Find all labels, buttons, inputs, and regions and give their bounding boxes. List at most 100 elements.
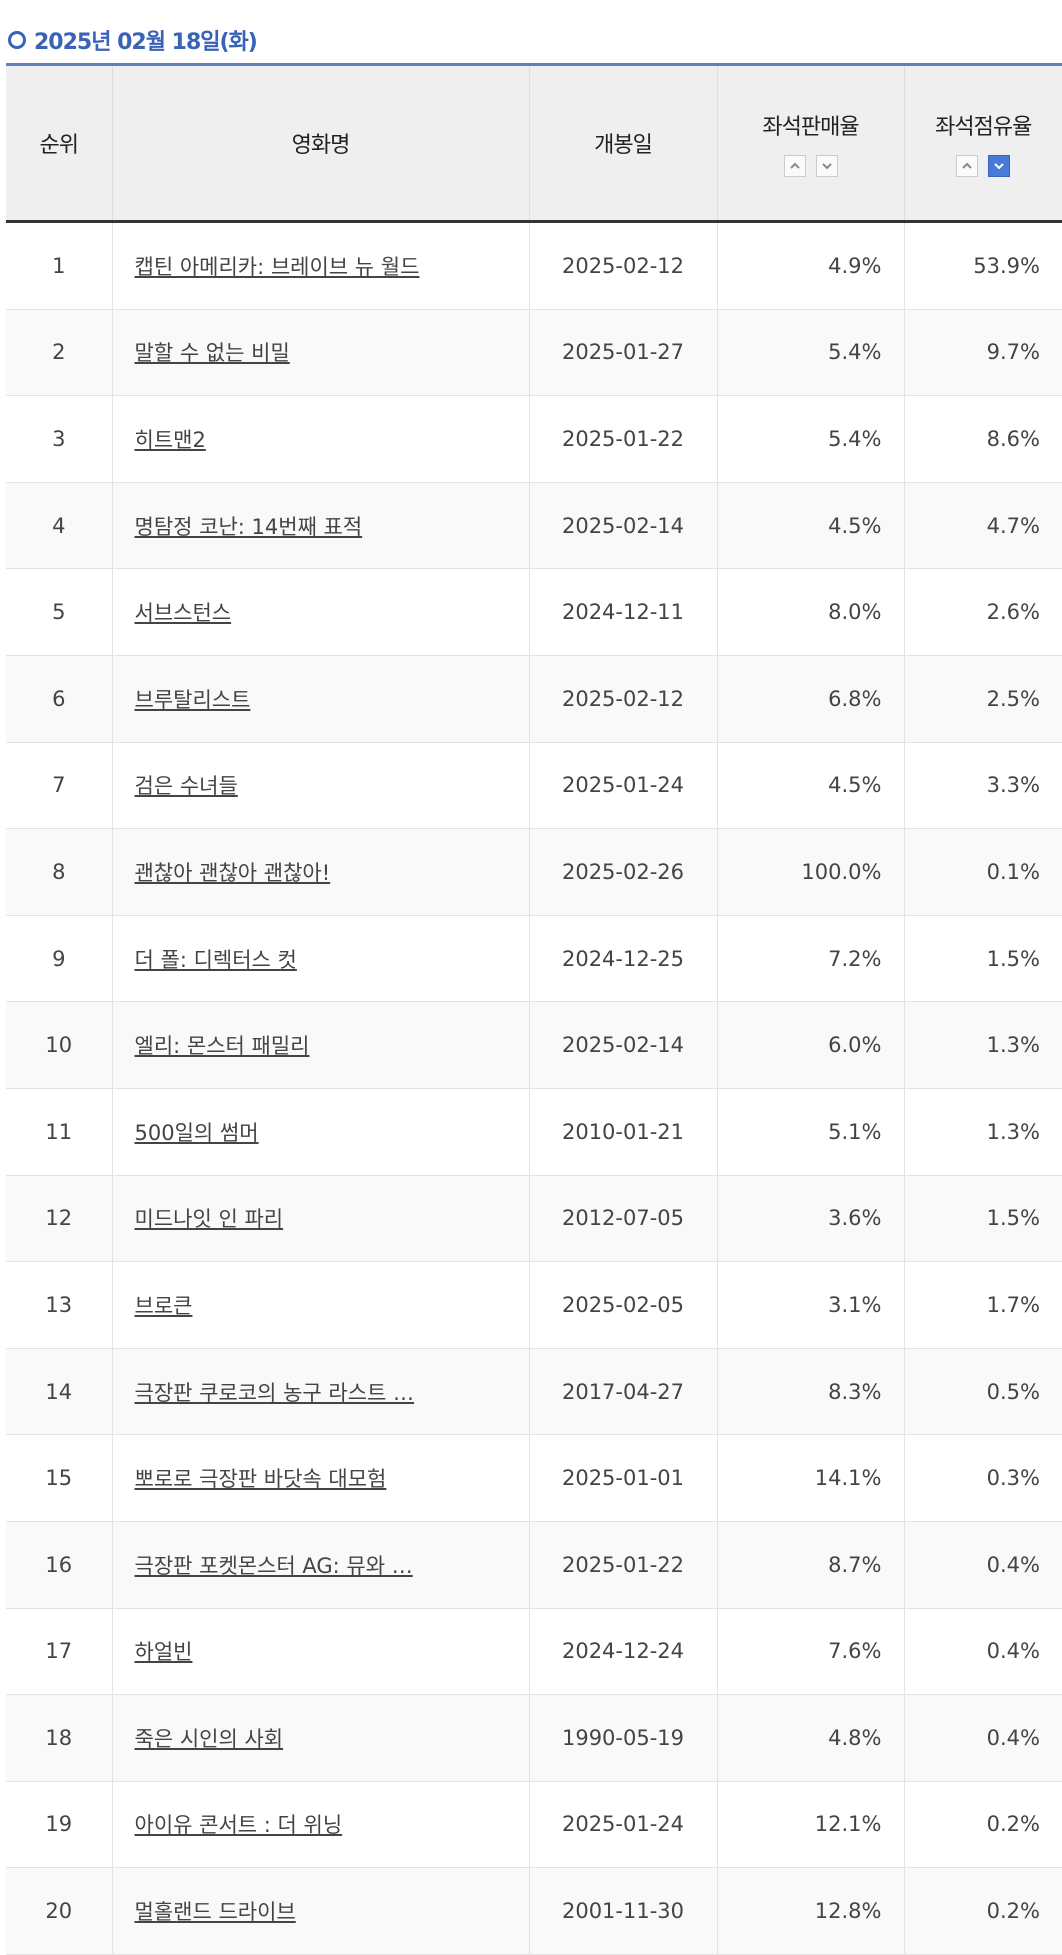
column-header: 영화명 <box>111 66 529 223</box>
movie-title[interactable]: 괜찮아 괜찮아 괜찮아! <box>134 860 331 885</box>
rank-cell: 3 <box>6 395 112 483</box>
seat-sales-rate: 5.4% <box>828 426 882 451</box>
rank: 13 <box>45 1292 73 1317</box>
heading-text: 2025년 02월 18일(화) <box>34 30 258 55</box>
seat-share-cell: 9.7% <box>903 309 1062 397</box>
release-date-cell: 2025-01-24 <box>528 1781 717 1869</box>
movie-title[interactable]: 극장판 포켓몬스터 AG: 뮤와 … <box>134 1553 413 1578</box>
rank: 4 <box>52 513 66 538</box>
seat-sales-rate-cell: 5.4% <box>716 395 904 483</box>
movie-title-cell: 브루탈리스트 <box>111 655 529 743</box>
release-date-cell: 1990-05-19 <box>528 1694 717 1782</box>
seat-share: 4.7% <box>986 513 1040 538</box>
release-date-cell: 2025-01-01 <box>528 1434 717 1522</box>
movie-title[interactable]: 극장판 쿠로코의 농구 라스트 … <box>134 1380 415 1405</box>
table-row: 1 캡틴 아메리카: 브레이브 뉴 월드 2025-02-12 4.9% 53.9% <box>6 221 1062 310</box>
movie-title-cell: 아이유 콘서트 : 더 위닝 <box>111 1781 529 1869</box>
rank-cell: 9 <box>6 915 112 1003</box>
movie-title[interactable]: 말할 수 없는 비밀 <box>134 341 290 366</box>
column-header: 좌석판매율 <box>716 66 904 223</box>
seat-sales-rate-cell: 14.1% <box>716 1434 904 1522</box>
rank: 12 <box>45 1206 73 1231</box>
sort-buttons <box>906 155 1062 177</box>
movie-title[interactable]: 명탐정 코난: 14번째 표적 <box>134 514 363 539</box>
sort-asc-button[interactable] <box>783 155 806 177</box>
release-date-cell: 2025-01-22 <box>528 395 717 483</box>
release-date: 2001-11-30 <box>561 1899 685 1924</box>
rank-cell: 16 <box>6 1521 112 1609</box>
table-row: 2 말할 수 없는 비밀 2025-01-27 5.4% 9.7% <box>6 309 1062 397</box>
release-date: 2025-01-27 <box>561 340 685 365</box>
movie-title[interactable]: 캡틴 아메리카: 브레이브 뉴 월드 <box>134 254 420 279</box>
seat-share-cell: 0.5% <box>903 1348 1062 1436</box>
table-row: 4 명탐정 코난: 14번째 표적 2025-02-14 4.5% 4.7% <box>6 482 1062 570</box>
movie-title[interactable]: 미드나잇 인 파리 <box>134 1207 284 1232</box>
seat-share-cell: 1.3% <box>903 1001 1062 1089</box>
release-date: 2024-12-25 <box>561 946 685 971</box>
movie-title[interactable]: 브로큰 <box>134 1293 193 1318</box>
seat-sales-rate: 5.4% <box>828 340 882 365</box>
rank: 8 <box>52 859 66 884</box>
release-date-cell: 2024-12-11 <box>528 568 717 656</box>
seat-sales-rate: 12.1% <box>814 1812 882 1837</box>
movie-title[interactable]: 검은 수녀들 <box>134 774 238 799</box>
seat-share: 0.2% <box>986 1812 1040 1837</box>
movie-title[interactable]: 엘리: 몬스터 패밀리 <box>134 1034 310 1059</box>
movie-title-cell: 괜찮아 괜찮아 괜찮아! <box>111 828 529 916</box>
movie-title[interactable]: 서브스턴스 <box>134 601 232 626</box>
release-date: 2017-04-27 <box>561 1379 685 1404</box>
rank-cell: 6 <box>6 655 112 743</box>
movie-title[interactable]: 히트맨2 <box>134 427 206 452</box>
seat-share: 0.4% <box>986 1639 1040 1664</box>
rank-cell: 11 <box>6 1088 112 1176</box>
movie-title[interactable]: 멀홀랜드 드라이브 <box>134 1900 296 1925</box>
movie-title[interactable]: 더 폴: 디렉터스 컷 <box>134 947 297 972</box>
rank: 15 <box>45 1466 73 1491</box>
seat-share: 0.1% <box>986 859 1040 884</box>
movie-title[interactable]: 브루탈리스트 <box>134 687 251 712</box>
seat-sales-rate: 4.5% <box>828 513 882 538</box>
seat-sales-rate-cell: 6.0% <box>716 1001 904 1089</box>
sort-desc-button[interactable] <box>988 155 1011 177</box>
movie-title-cell: 미드나잇 인 파리 <box>111 1175 529 1263</box>
release-date-cell: 2024-12-25 <box>528 915 717 1003</box>
release-date: 2010-01-21 <box>561 1119 685 1144</box>
sort-desc-button[interactable] <box>815 155 838 177</box>
seat-sales-rate-cell: 8.0% <box>716 568 904 656</box>
movie-title-cell: 멀홀랜드 드라이브 <box>111 1867 529 1955</box>
rank-cell: 1 <box>6 221 112 310</box>
rank: 6 <box>52 686 66 711</box>
header-row: 순위 영화명 개봉일 좌석판매율 좌석점유율 <box>6 66 1062 223</box>
rank: 14 <box>45 1379 73 1404</box>
movie-title-cell: 말할 수 없는 비밀 <box>111 309 529 397</box>
seat-share-cell: 0.1% <box>903 828 1062 916</box>
movie-title[interactable]: 죽은 시인의 사회 <box>134 1726 284 1751</box>
release-date-cell: 2025-02-14 <box>528 1001 717 1089</box>
table-row: 8 괜찮아 괜찮아 괜찮아! 2025-02-26 100.0% 0.1% <box>6 828 1062 916</box>
seat-share-cell: 53.9% <box>903 221 1062 310</box>
sort-buttons <box>719 155 903 177</box>
movie-title-cell: 서브스턴스 <box>111 568 529 656</box>
table-row: 3 히트맨2 2025-01-22 5.4% 8.6% <box>6 395 1062 483</box>
rank-cell: 13 <box>6 1261 112 1349</box>
rank: 7 <box>52 773 66 798</box>
sort-asc-button[interactable] <box>956 155 979 177</box>
seat-sales-rate-cell: 5.1% <box>716 1088 904 1176</box>
movie-title[interactable]: 뽀로로 극장판 바닷속 대모험 <box>134 1467 387 1492</box>
seat-share: 3.3% <box>986 773 1040 798</box>
seat-sales-rate: 14.1% <box>814 1466 882 1491</box>
release-date: 2025-01-22 <box>561 426 685 451</box>
movie-title[interactable]: 하얼빈 <box>134 1640 193 1665</box>
movie-title[interactable]: 500일의 썸머 <box>134 1120 259 1145</box>
seat-sales-rate: 8.3% <box>828 1379 882 1404</box>
seat-share-cell: 1.5% <box>903 915 1062 1003</box>
rank: 20 <box>45 1899 73 1924</box>
rank-cell: 7 <box>6 742 112 830</box>
seat-sales-rate-cell: 8.3% <box>716 1348 904 1436</box>
table-row: 14 극장판 쿠로코의 농구 라스트 … 2017-04-27 8.3% 0.5% <box>6 1348 1062 1436</box>
table-row: 20 멀홀랜드 드라이브 2001-11-30 12.8% 0.2% <box>6 1867 1062 1955</box>
release-date: 2024-12-24 <box>561 1639 685 1664</box>
movie-title[interactable]: 아이유 콘서트 : 더 위닝 <box>134 1813 343 1838</box>
column-header: 개봉일 <box>528 66 717 223</box>
header-label: 순위 <box>39 133 79 158</box>
